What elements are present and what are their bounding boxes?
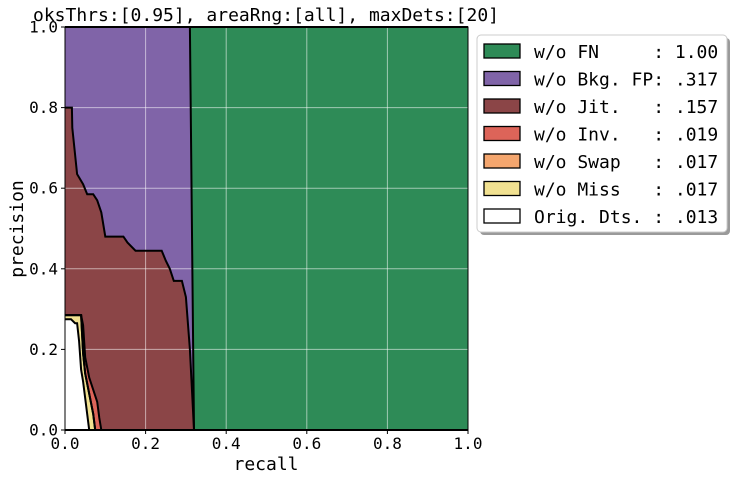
y-axis-label: precision xyxy=(7,180,28,278)
chart-title: oksThrs:[0.95], areaRng:[all], maxDets:[… xyxy=(33,5,499,26)
legend-swatch xyxy=(483,153,521,169)
y-tick-label: 0.4 xyxy=(29,259,58,278)
legend-swatch xyxy=(483,43,521,59)
x-tick-label: 0.8 xyxy=(373,434,402,453)
y-tick-label: 0.2 xyxy=(29,340,58,359)
x-tick-label: 0.0 xyxy=(51,434,80,453)
legend: w/o FN : 1.00 w/o Bkg. FP: .317 w/o Jit. :… xyxy=(476,34,730,235)
curve-w-o-jit xyxy=(65,106,195,431)
y-tick-label: 0.8 xyxy=(29,98,58,117)
legend-label: w/o Inv. : .019 xyxy=(534,125,718,146)
legend-label: w/o FN : 1.00 xyxy=(534,42,718,63)
y-tick-label: 1.0 xyxy=(29,18,58,37)
x-tick-label: 0.4 xyxy=(212,434,241,453)
y-tick-label: 0.6 xyxy=(29,179,58,198)
legend-label: w/o Miss : .017 xyxy=(534,180,718,201)
legend-swatch xyxy=(483,70,521,87)
y-tick-label: 0.0 xyxy=(29,421,58,440)
legend-swatch xyxy=(483,180,521,197)
plot-area xyxy=(65,27,468,430)
axis-ticks: 0.0 0.2 0.4 0.6 0.8 1.0 0.0 0.2 0.4 0.6 0.8 1.0 xyxy=(29,18,482,454)
legend-swatch xyxy=(483,125,521,142)
legend-label: w/o Swap : .017 xyxy=(534,152,718,173)
plot-frame xyxy=(64,26,469,431)
x-tick-label: 1.0 xyxy=(454,434,483,453)
curve-w-o-miss xyxy=(65,314,97,431)
curve-orig-dts xyxy=(65,318,91,431)
legend-label: w/o Jit. : .157 xyxy=(534,97,718,118)
x-axis-label: recall xyxy=(233,454,298,475)
x-tick-label: 0.6 xyxy=(292,434,321,453)
legend-swatch xyxy=(483,98,521,114)
legend-swatch xyxy=(483,208,521,224)
legend-label: Orig. Dts. : .013 xyxy=(534,207,718,228)
legend-frame xyxy=(476,34,728,233)
area-orig-dts xyxy=(65,319,90,430)
legend-label: w/o Bkg. FP: .317 xyxy=(534,70,718,91)
x-tick-label: 0.2 xyxy=(131,434,160,453)
